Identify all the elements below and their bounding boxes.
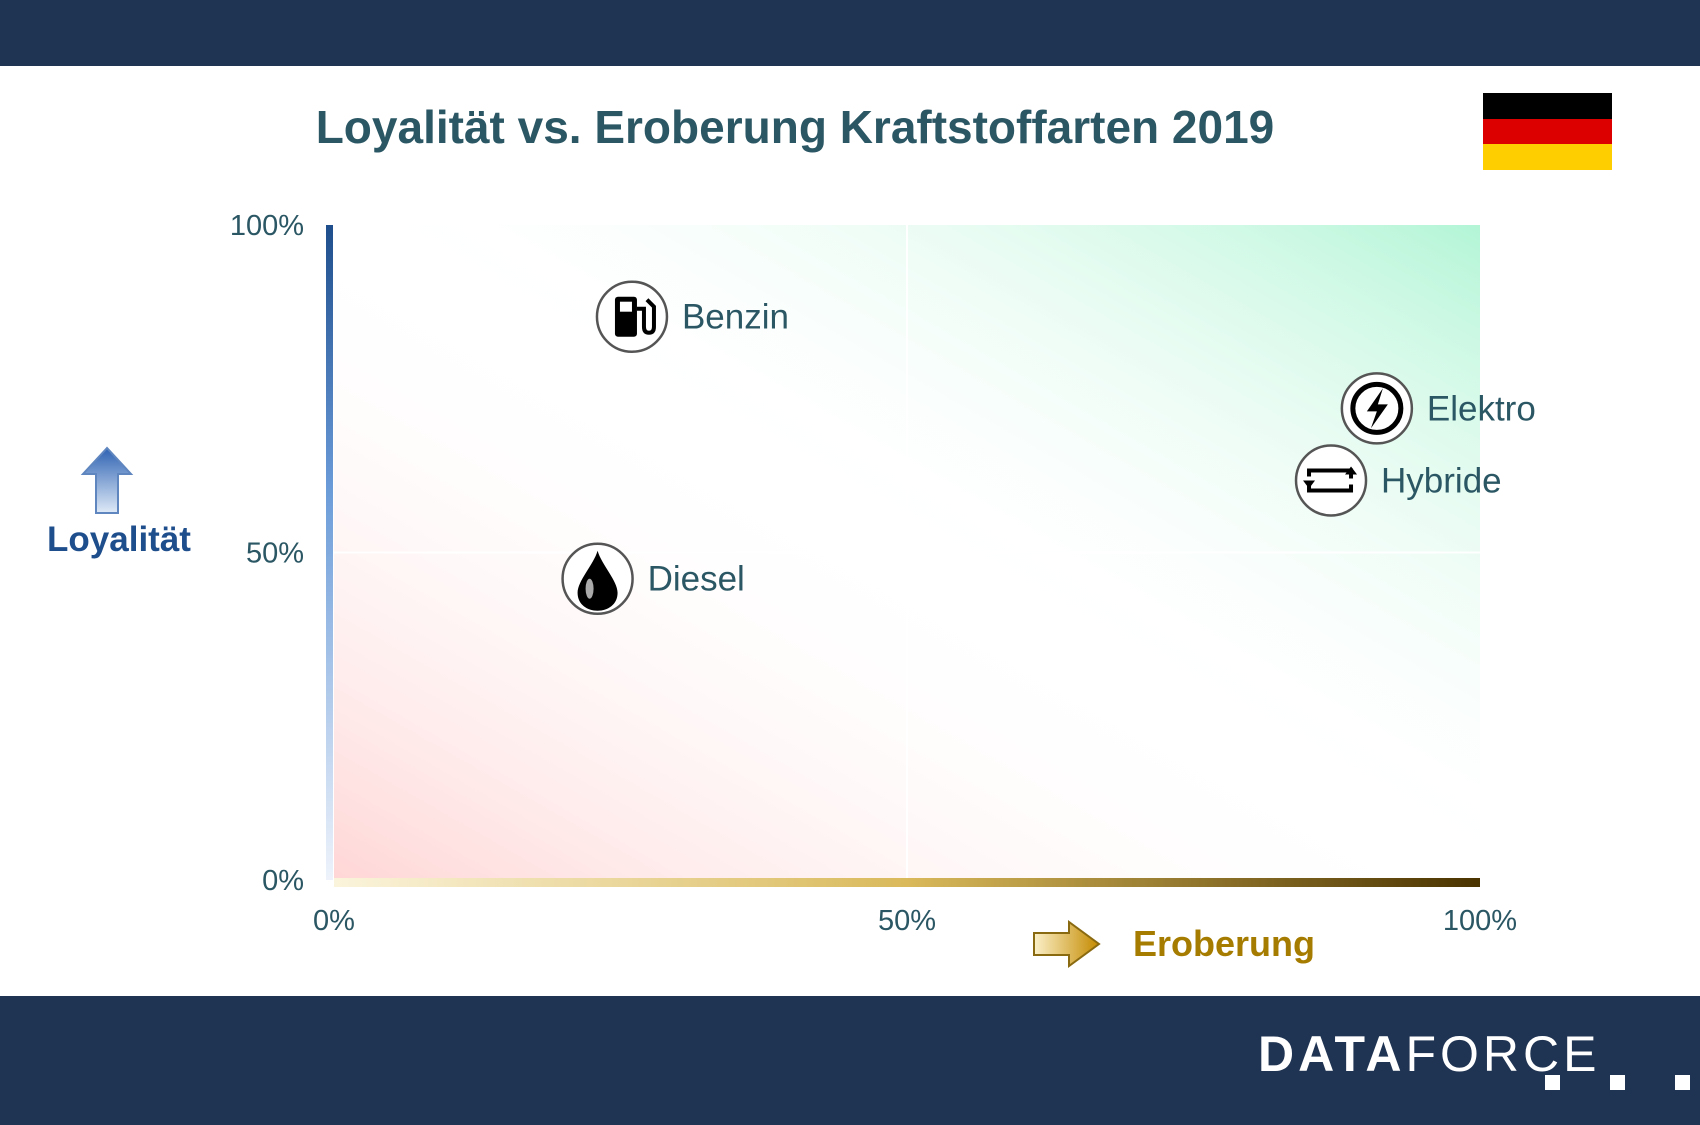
- point-label: Elektro: [1427, 389, 1536, 428]
- data-point-diesel: [561, 542, 634, 615]
- y-tick-label: 100%: [230, 210, 304, 242]
- dataforce-logo: DATAFORCE: [1258, 1025, 1600, 1085]
- y-axis-line: [326, 225, 333, 880]
- y-axis-ticks: 0% 50% 100%: [230, 210, 304, 897]
- flag-stripe-black: [1483, 93, 1612, 119]
- oil-drop-icon: [577, 550, 618, 611]
- icon-part: [1303, 480, 1316, 489]
- right-arrow-icon: [1033, 920, 1101, 968]
- y-axis-label: Loyalität: [47, 520, 191, 559]
- x-tick-label: 50%: [878, 905, 936, 937]
- germany-flag-icon: [1483, 93, 1612, 170]
- logo-dot: [1545, 1075, 1560, 1090]
- fuel-pump-icon: [614, 296, 656, 337]
- point-label: Benzin: [682, 298, 789, 337]
- logo-dot: [1675, 1075, 1690, 1090]
- icon-part: [636, 298, 656, 335]
- flag-stripe-red: [1483, 118, 1612, 145]
- hybrid-cycle-icon: [1303, 466, 1358, 493]
- x-tick-label: 100%: [1443, 905, 1517, 937]
- data-point-hybride: [1294, 444, 1368, 517]
- point-marker: [1294, 444, 1368, 517]
- y-tick-label: 0%: [262, 865, 304, 897]
- flag-stripe-gold: [1483, 144, 1612, 170]
- icon-part: [619, 301, 632, 312]
- data-points: Benzin Diesel Elektro Hybride: [561, 280, 1536, 615]
- data-point-benzin: [595, 280, 669, 353]
- x-axis-label: Eroberung: [1133, 923, 1315, 964]
- point-label: Diesel: [648, 560, 745, 599]
- x-axis-line: [334, 878, 1480, 887]
- icon-part: [1366, 388, 1388, 429]
- logo-light-text: FORCE: [1405, 1026, 1601, 1082]
- lightning-icon: [1350, 381, 1404, 435]
- y-tick-label: 50%: [246, 538, 304, 570]
- x-tick-label: 0%: [313, 905, 355, 937]
- x-axis-ticks: 0% 50% 100%: [313, 905, 1517, 937]
- chart-title: Loyalität vs. Eroberung Kraftstoffarten …: [315, 101, 1275, 153]
- plot-background: [334, 225, 1480, 880]
- data-point-elektro: [1340, 372, 1414, 445]
- logo-bold-text: DATA: [1258, 1026, 1406, 1082]
- up-arrow-icon: [80, 446, 134, 514]
- point-label: Hybride: [1381, 461, 1502, 500]
- icon-part: [1345, 466, 1358, 475]
- logo-dot: [1610, 1075, 1625, 1090]
- icon-part: [585, 578, 594, 599]
- icon-part: [1350, 381, 1404, 435]
